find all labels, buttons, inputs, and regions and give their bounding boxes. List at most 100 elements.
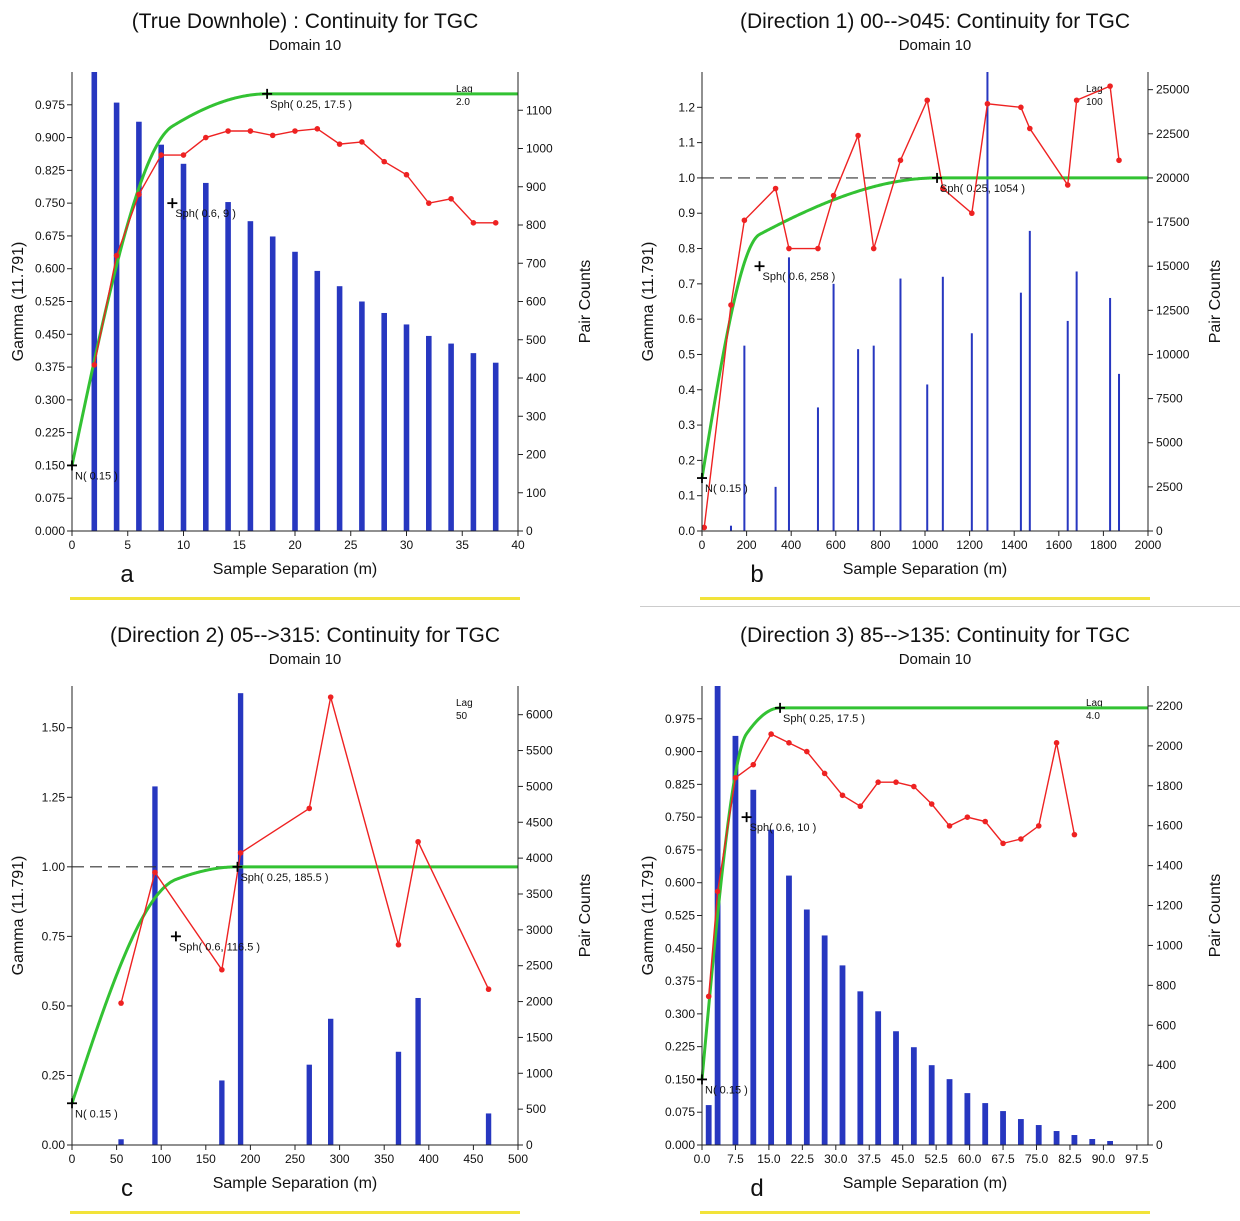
y2-tick-label: 17500: [1156, 215, 1190, 229]
pair-count-bar: [1109, 297, 1112, 531]
experimental-point: [897, 157, 904, 164]
pair-count-bar: [381, 312, 387, 531]
y-tick-label: 1.0: [678, 171, 695, 185]
experimental-point: [830, 192, 837, 199]
y-tick-label: 0.750: [35, 196, 65, 210]
variogram-chart-d: (Direction 3) 85-->135: Continuity for T…: [640, 624, 1224, 1214]
experimental-point: [701, 524, 708, 531]
y-tick-label: 0.825: [35, 163, 65, 177]
y-tick-label: 0.450: [35, 327, 65, 341]
experimental-point: [786, 740, 792, 746]
pair-count-bar: [928, 1065, 935, 1145]
pair-count-bar: [336, 286, 343, 531]
y-tick-label: 0.150: [665, 1072, 695, 1086]
experimental-point: [839, 792, 846, 799]
pair-count-bar: [1028, 230, 1031, 531]
y2-tick-label: 0: [1156, 524, 1163, 538]
x-axis-label: Sample Separation (m): [843, 1175, 1008, 1192]
experimental-point: [1064, 182, 1071, 188]
y-tick-label: 0.525: [665, 909, 695, 923]
y2-tick-label: 1400: [1156, 859, 1183, 873]
x-tick-label: 25: [344, 538, 358, 552]
experimental-point: [911, 783, 917, 790]
x-tick-label: 30.0: [824, 1152, 848, 1166]
y2-tick-label: 0: [1156, 1138, 1163, 1152]
pair-count-bar: [1035, 1125, 1042, 1145]
x-tick-label: 37.5: [858, 1152, 882, 1166]
y-tick-label: 0.975: [35, 98, 65, 112]
pair-count-bar: [768, 829, 775, 1145]
pair-count-bar: [839, 965, 846, 1145]
experimental-point: [815, 245, 821, 252]
x-tick-label: 50: [110, 1152, 124, 1166]
y-tick-label: 0.5: [678, 347, 695, 361]
variogram-panel-c: (Direction 2) 05-->315: Continuity for T…: [0, 614, 610, 1221]
chart-title: (Direction 2) 05-->315: Continuity for T…: [110, 624, 500, 647]
experimental-point: [875, 779, 881, 785]
x-tick-label: 22.5: [791, 1152, 815, 1166]
y2-tick-label: 1500: [526, 1030, 553, 1044]
y-tick-label: 0.375: [665, 974, 695, 988]
panel-label: b: [750, 561, 763, 588]
experimental-point: [1018, 104, 1024, 111]
x-tick-label: 0.0: [694, 1152, 711, 1166]
y-tick-label: 1.50: [42, 721, 66, 735]
pair-count-bar: [1053, 1131, 1060, 1145]
y2-tick-label: 2200: [1156, 699, 1183, 713]
experimental-point: [1000, 840, 1006, 847]
y2-tick-label: 1000: [526, 1066, 553, 1080]
y2-tick-label: 0: [526, 524, 533, 538]
x-tick-label: 45.0: [891, 1152, 915, 1166]
experimental-point: [741, 217, 748, 224]
x-tick-label: 20: [288, 538, 302, 552]
x-tick-label: 2000: [1135, 538, 1162, 552]
lag-label: Lag: [456, 84, 473, 95]
x-tick-label: 7.5: [727, 1152, 744, 1166]
variogram-panel-a: (True Downhole) : Continuity for TGC Doma…: [0, 0, 610, 600]
experimental-point: [113, 252, 120, 259]
x-tick-label: 30: [400, 538, 414, 552]
pair-count-bar: [426, 335, 432, 531]
pair-count-bar: [1019, 292, 1022, 531]
variogram-chart-b: (Direction 1) 00-->045: Continuity for T…: [640, 10, 1224, 600]
y2-tick-label: 5000: [526, 779, 553, 793]
lag-value: 4.0: [1086, 711, 1100, 722]
pair-count-bar: [225, 202, 231, 532]
experimental-point: [225, 128, 231, 134]
y-tick-label: 0.975: [665, 712, 695, 726]
experimental-point: [470, 220, 477, 226]
x-tick-label: 250: [285, 1152, 305, 1166]
variogram-panel-d: (Direction 3) 85-->135: Continuity for T…: [630, 614, 1240, 1221]
panel-label: d: [750, 1175, 763, 1202]
y2-tick-label: 4000: [526, 851, 553, 865]
y2-tick-label: 5000: [1156, 436, 1183, 450]
y2-tick-label: 1200: [1156, 899, 1183, 913]
y-tick-label: 0.825: [665, 777, 695, 791]
experimental-point: [492, 220, 499, 226]
y2-tick-label: 800: [526, 218, 546, 232]
pair-count-bar: [219, 1080, 225, 1145]
y-tick-label: 0.900: [665, 745, 695, 759]
y2-tick-label: 800: [1156, 978, 1176, 992]
x-axis-label: Sample Separation (m): [213, 1175, 378, 1192]
y-tick-label: 0.525: [35, 295, 65, 309]
pair-count-bar: [926, 384, 929, 531]
y-tick-label: 0.00: [42, 1138, 66, 1152]
x-tick-label: 100: [151, 1152, 171, 1166]
pair-count-bar: [1066, 320, 1069, 531]
y2-tick-label: 3000: [526, 923, 553, 937]
x-tick-label: 15.0: [757, 1152, 781, 1166]
pair-count-bar: [237, 693, 244, 1145]
y2-tick-label: 20000: [1156, 171, 1190, 185]
pair-count-bar: [91, 72, 98, 531]
y2-axis-label: Pair Counts: [577, 260, 594, 344]
pair-count-bar: [113, 102, 120, 531]
y2-tick-label: 2500: [1156, 480, 1183, 494]
y2-tick-label: 1600: [1156, 819, 1183, 833]
y2-tick-label: 2500: [526, 959, 553, 973]
experimental-point: [247, 128, 254, 134]
pair-count-bar: [136, 121, 142, 531]
pair-count-bar: [1089, 1139, 1096, 1145]
annotation-label: N( 0.15 ): [75, 470, 118, 482]
y-tick-label: 0.25: [42, 1068, 66, 1082]
